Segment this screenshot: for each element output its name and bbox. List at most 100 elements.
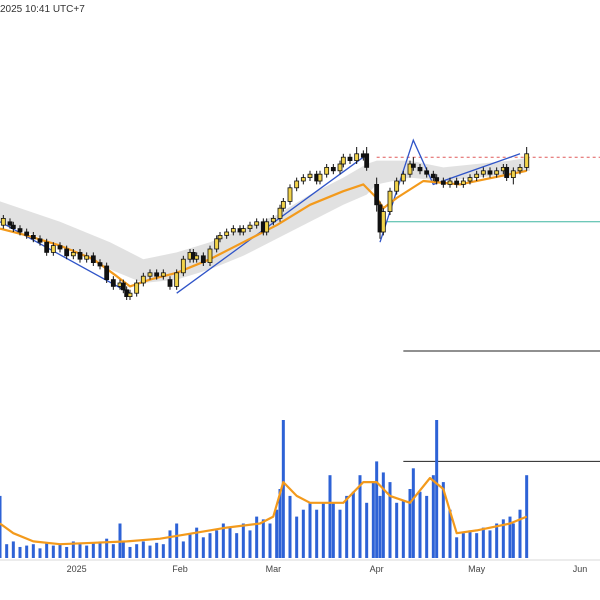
volume-bar: [431, 475, 435, 558]
candle: [300, 174, 306, 185]
candle: [64, 245, 70, 260]
candle-body: [37, 238, 43, 243]
candle-body: [44, 241, 50, 253]
candle-body: [387, 190, 393, 212]
x-tick-label: Feb: [172, 564, 188, 574]
candle-body: [154, 272, 160, 277]
candle: [264, 218, 270, 236]
volume-bar: [128, 546, 132, 558]
volume-bar: [395, 502, 399, 558]
candle-body: [247, 224, 253, 229]
candle: [347, 153, 353, 164]
candle: [407, 160, 413, 178]
candle: [400, 170, 406, 185]
candle-body: [207, 248, 213, 264]
volume-bar: [328, 475, 332, 558]
volume-bar: [5, 544, 9, 558]
candle-body: [167, 279, 173, 287]
candle: [207, 245, 213, 266]
candle-body: [240, 228, 246, 233]
candle: [380, 208, 386, 236]
candle: [134, 279, 140, 297]
volume-bar: [208, 533, 212, 558]
candle-body: [517, 166, 523, 172]
candle-body: [17, 228, 23, 233]
volume-bar: [0, 495, 2, 558]
candle-body: [104, 265, 110, 281]
volume-bar: [71, 541, 75, 558]
volume-bar: [388, 482, 392, 558]
candle-body: [307, 173, 313, 178]
candle: [57, 242, 63, 253]
candle: [460, 177, 466, 188]
candle-body: [224, 231, 230, 236]
volume-bar: [148, 545, 152, 558]
volume-bar: [501, 519, 505, 558]
candle-body: [434, 177, 440, 182]
candle: [10, 221, 16, 232]
volume-bar: [295, 516, 299, 558]
candle: [240, 225, 246, 236]
candle-body: [200, 255, 206, 264]
candle: [454, 177, 460, 188]
candle-body: [194, 255, 200, 260]
candle-body: [174, 272, 180, 287]
candle: [167, 276, 173, 290]
candle: [127, 289, 133, 300]
volume-bar: [495, 523, 499, 558]
candle: [30, 232, 36, 243]
candle-body: [10, 224, 16, 229]
volume-bar: [488, 530, 492, 558]
volume-bar: [401, 500, 405, 558]
x-tick-label: Apr: [370, 564, 384, 574]
volume-bar: [425, 495, 429, 558]
candle: [340, 153, 346, 168]
candle-body: [217, 234, 223, 240]
candle-body: [140, 275, 146, 284]
volume-bar: [418, 491, 422, 558]
volume-bar: [288, 495, 292, 558]
volume-pane: [0, 420, 600, 558]
candle: [487, 167, 493, 178]
candle-body: [7, 221, 13, 226]
volume-bar: [25, 545, 29, 558]
candle-body: [447, 180, 453, 185]
candle-body: [410, 163, 416, 168]
trend-line-3: [379, 138, 521, 243]
volume-bar: [331, 502, 335, 558]
candle: [0, 215, 6, 229]
candle: [324, 164, 330, 178]
candle-body: [340, 156, 346, 165]
volume-bar: [275, 509, 279, 558]
volume-bar: [381, 472, 385, 558]
candle-body: [474, 173, 480, 178]
candle-body: [97, 262, 103, 267]
volume-bar: [38, 548, 42, 558]
candle: [317, 170, 323, 185]
volume-bar: [455, 537, 459, 558]
candle-body: [70, 251, 76, 257]
candle-body: [277, 207, 283, 219]
candle-body: [84, 255, 90, 260]
volume-bar: [461, 533, 465, 558]
volume-bar: [268, 523, 272, 558]
candle-body: [280, 200, 286, 209]
volume-bar: [31, 544, 35, 558]
candle-body: [214, 238, 220, 250]
candle: [294, 177, 300, 192]
candle: [200, 252, 206, 266]
x-tick-label: 2025: [67, 564, 87, 574]
volume-bar: [475, 533, 479, 558]
candle: [277, 204, 283, 222]
candle: [37, 235, 43, 246]
volume-bar: [408, 489, 412, 558]
volume-bar: [481, 527, 485, 558]
candle-body: [270, 217, 276, 223]
candle: [394, 177, 400, 195]
candle-body: [64, 248, 70, 257]
candle: [270, 215, 276, 226]
candle-body: [460, 180, 466, 185]
volume-bar: [121, 541, 125, 558]
volume-bar: [435, 420, 439, 558]
candle: [70, 249, 76, 260]
